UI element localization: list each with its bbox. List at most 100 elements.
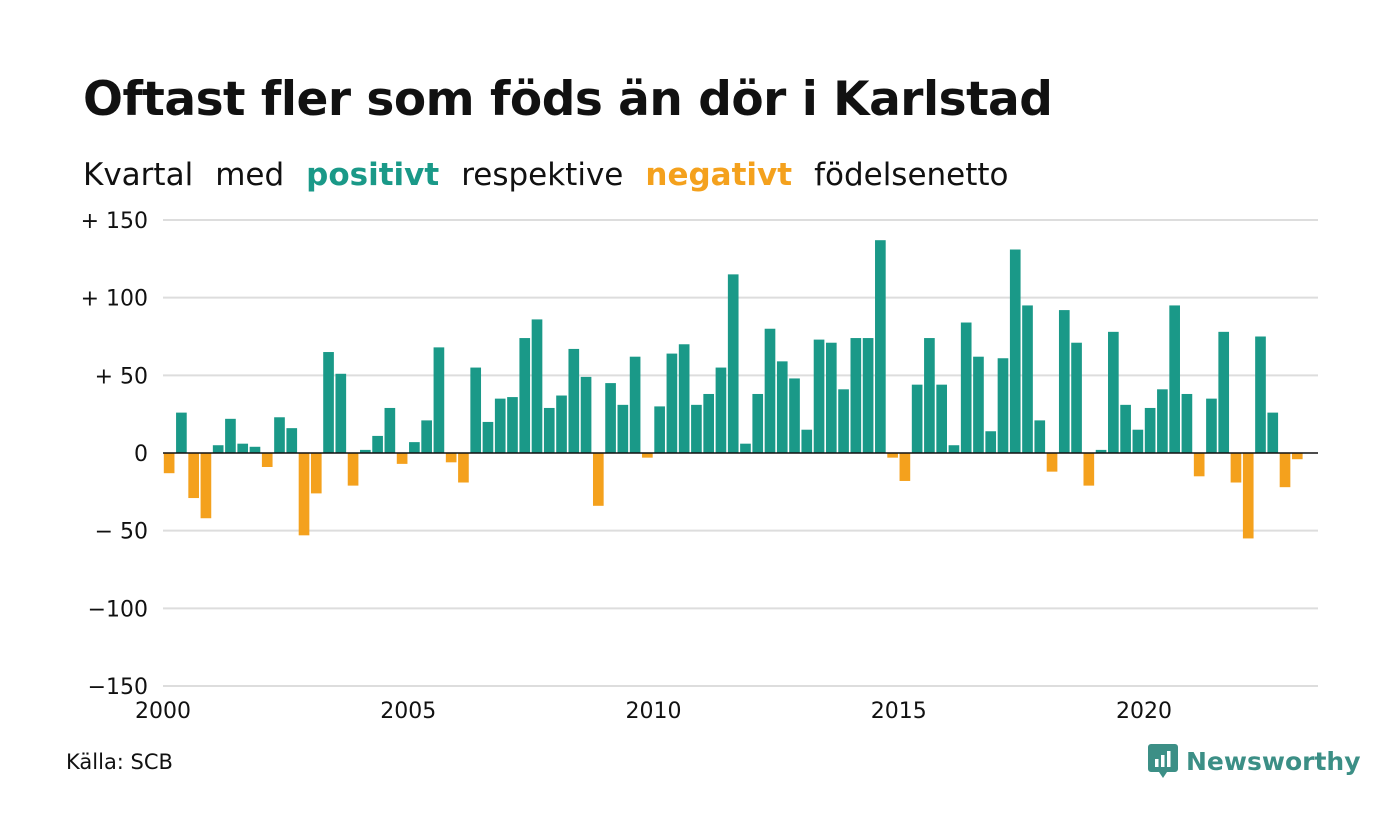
bar [531, 319, 543, 453]
bar [825, 342, 837, 453]
y-tick-label: + 100 [81, 287, 148, 312]
bar [249, 446, 261, 453]
bar [396, 453, 408, 464]
bar [1108, 331, 1119, 453]
chart-subtitle: Kvartal med positivt respektive negativt föde… [83, 157, 1031, 193]
brand-logo: Newsworthy [1148, 744, 1361, 778]
x-tick-label: 2020 [1116, 699, 1172, 724]
bar [372, 435, 383, 453]
bar [1230, 453, 1242, 483]
bar [347, 453, 359, 486]
bar [703, 393, 715, 453]
bar [691, 404, 702, 453]
bar [237, 443, 249, 453]
bar [323, 352, 334, 453]
bar [727, 274, 739, 453]
bar [274, 417, 285, 453]
bar [421, 420, 432, 453]
bar [605, 383, 616, 453]
bar [617, 404, 629, 453]
subtitle-part-4: födelsenetto [814, 157, 1009, 193]
bar [176, 412, 187, 453]
bar [188, 453, 199, 499]
bar [1120, 404, 1131, 453]
bar [678, 344, 690, 453]
bar [887, 453, 898, 458]
bar [1279, 453, 1291, 488]
bar [1034, 420, 1046, 453]
bar [580, 376, 592, 453]
bar [507, 397, 518, 453]
bar [740, 443, 751, 453]
bar [433, 347, 445, 453]
bar [1009, 249, 1021, 453]
y-tick-label: −150 [88, 675, 148, 700]
bar [715, 367, 727, 453]
bar [973, 356, 984, 453]
bar [948, 445, 960, 453]
bar [163, 453, 175, 474]
bar [384, 407, 396, 453]
bar [642, 453, 653, 458]
bar [286, 428, 298, 453]
bar [1291, 453, 1303, 460]
bar [911, 384, 923, 453]
bar [1255, 336, 1266, 453]
bar [850, 338, 862, 453]
bar [543, 407, 555, 453]
bar [200, 453, 212, 519]
bar [1218, 331, 1230, 453]
bar [1022, 305, 1033, 453]
bar [936, 384, 947, 453]
bar [862, 338, 874, 453]
y-tick-label: + 150 [81, 209, 148, 234]
x-tick-label: 2015 [871, 699, 927, 724]
bar [1083, 453, 1095, 486]
bar [556, 395, 567, 453]
bar [1242, 453, 1254, 539]
bar [1206, 398, 1217, 453]
bar [985, 431, 997, 453]
bar [764, 328, 776, 453]
bar [813, 339, 825, 453]
bar [666, 353, 678, 453]
chart-title: Oftast fler som föds än dör i Karlstad [83, 72, 1053, 127]
brand-name: Newsworthy [1186, 746, 1361, 776]
bar [470, 367, 482, 453]
bar [409, 442, 420, 453]
subtitle-part-1: Kvartal [83, 157, 194, 193]
bar [445, 453, 457, 463]
bar [225, 418, 236, 453]
bar [482, 421, 494, 453]
bar [1144, 407, 1156, 453]
bar [801, 429, 813, 453]
y-tick-label: − 50 [95, 520, 148, 545]
bar [1058, 310, 1070, 453]
bar [1157, 389, 1168, 453]
bar [1193, 453, 1205, 477]
bar [789, 378, 800, 453]
bar [1071, 342, 1082, 453]
bar [1132, 429, 1144, 453]
bar [924, 338, 935, 453]
bar [838, 389, 849, 453]
subtitle-part-2: med [215, 157, 285, 193]
bar [310, 453, 322, 494]
y-tick-label: + 50 [95, 364, 148, 389]
bar [1181, 393, 1193, 453]
bar [298, 453, 310, 536]
bar [875, 240, 886, 453]
bar [458, 453, 469, 483]
bar [261, 453, 273, 467]
bar [752, 393, 764, 453]
bar [212, 445, 224, 453]
bar [1267, 412, 1279, 453]
y-tick-label: −100 [88, 597, 148, 622]
bar [1169, 305, 1180, 453]
x-tick-label: 2000 [135, 699, 191, 724]
bar [629, 356, 641, 453]
bar [519, 338, 531, 453]
x-tick-label: 2005 [380, 699, 436, 724]
y-tick-label: 0 [134, 442, 148, 467]
